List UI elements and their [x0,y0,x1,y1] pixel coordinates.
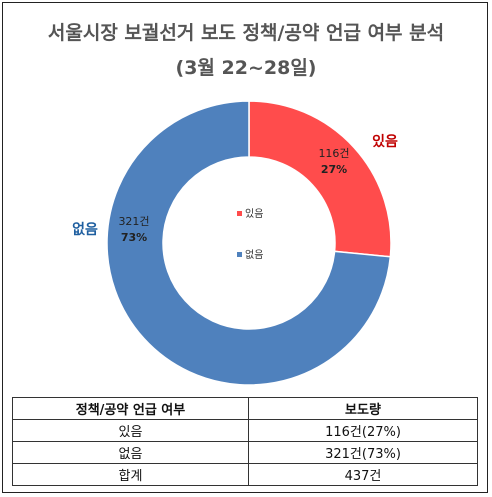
table-cell: 321건(73%) [248,441,478,464]
header-mention: 정책/공약 언급 여부 [12,397,249,420]
table-row: 있음 116건(27%) [12,419,478,442]
legend-label: 없음 [245,248,263,261]
legend-swatch [237,252,242,257]
data-label-count: 116건 [318,147,349,160]
legend-swatch [237,211,242,216]
table-header-row: 정책/공약 언급 여부 보도량 [12,397,478,420]
table-row: 없음 321건(73%) [12,441,478,464]
chart-subtitle: (3월 22~28일) [175,57,317,79]
table-row: 합계 437건 [12,463,478,486]
table-cell: 합계 [12,463,249,486]
data-label-percent: 27% [321,163,347,176]
legend-label: 있음 [245,208,263,220]
donut-slice [106,100,392,386]
table-cell: 116건(27%) [248,419,478,442]
table-cell: 437건 [248,463,478,486]
table-cell: 있음 [12,419,249,442]
outside-label: 있음 [372,134,398,150]
outside-label: 없음 [72,222,98,238]
header-volume: 보도량 [248,397,478,420]
summary-table: 정책/공약 언급 여부 보도량 있음 116건(27%) 없음 321건(73%… [12,397,478,486]
donut-slice [248,100,392,258]
data-label-percent: 73% [121,231,147,244]
chart-title: 서울시장 보궐선거 보도 정책/공약 언급 여부 분석 [47,22,445,44]
table-cell: 없음 [12,441,249,464]
data-label-count: 321건 [118,215,149,228]
